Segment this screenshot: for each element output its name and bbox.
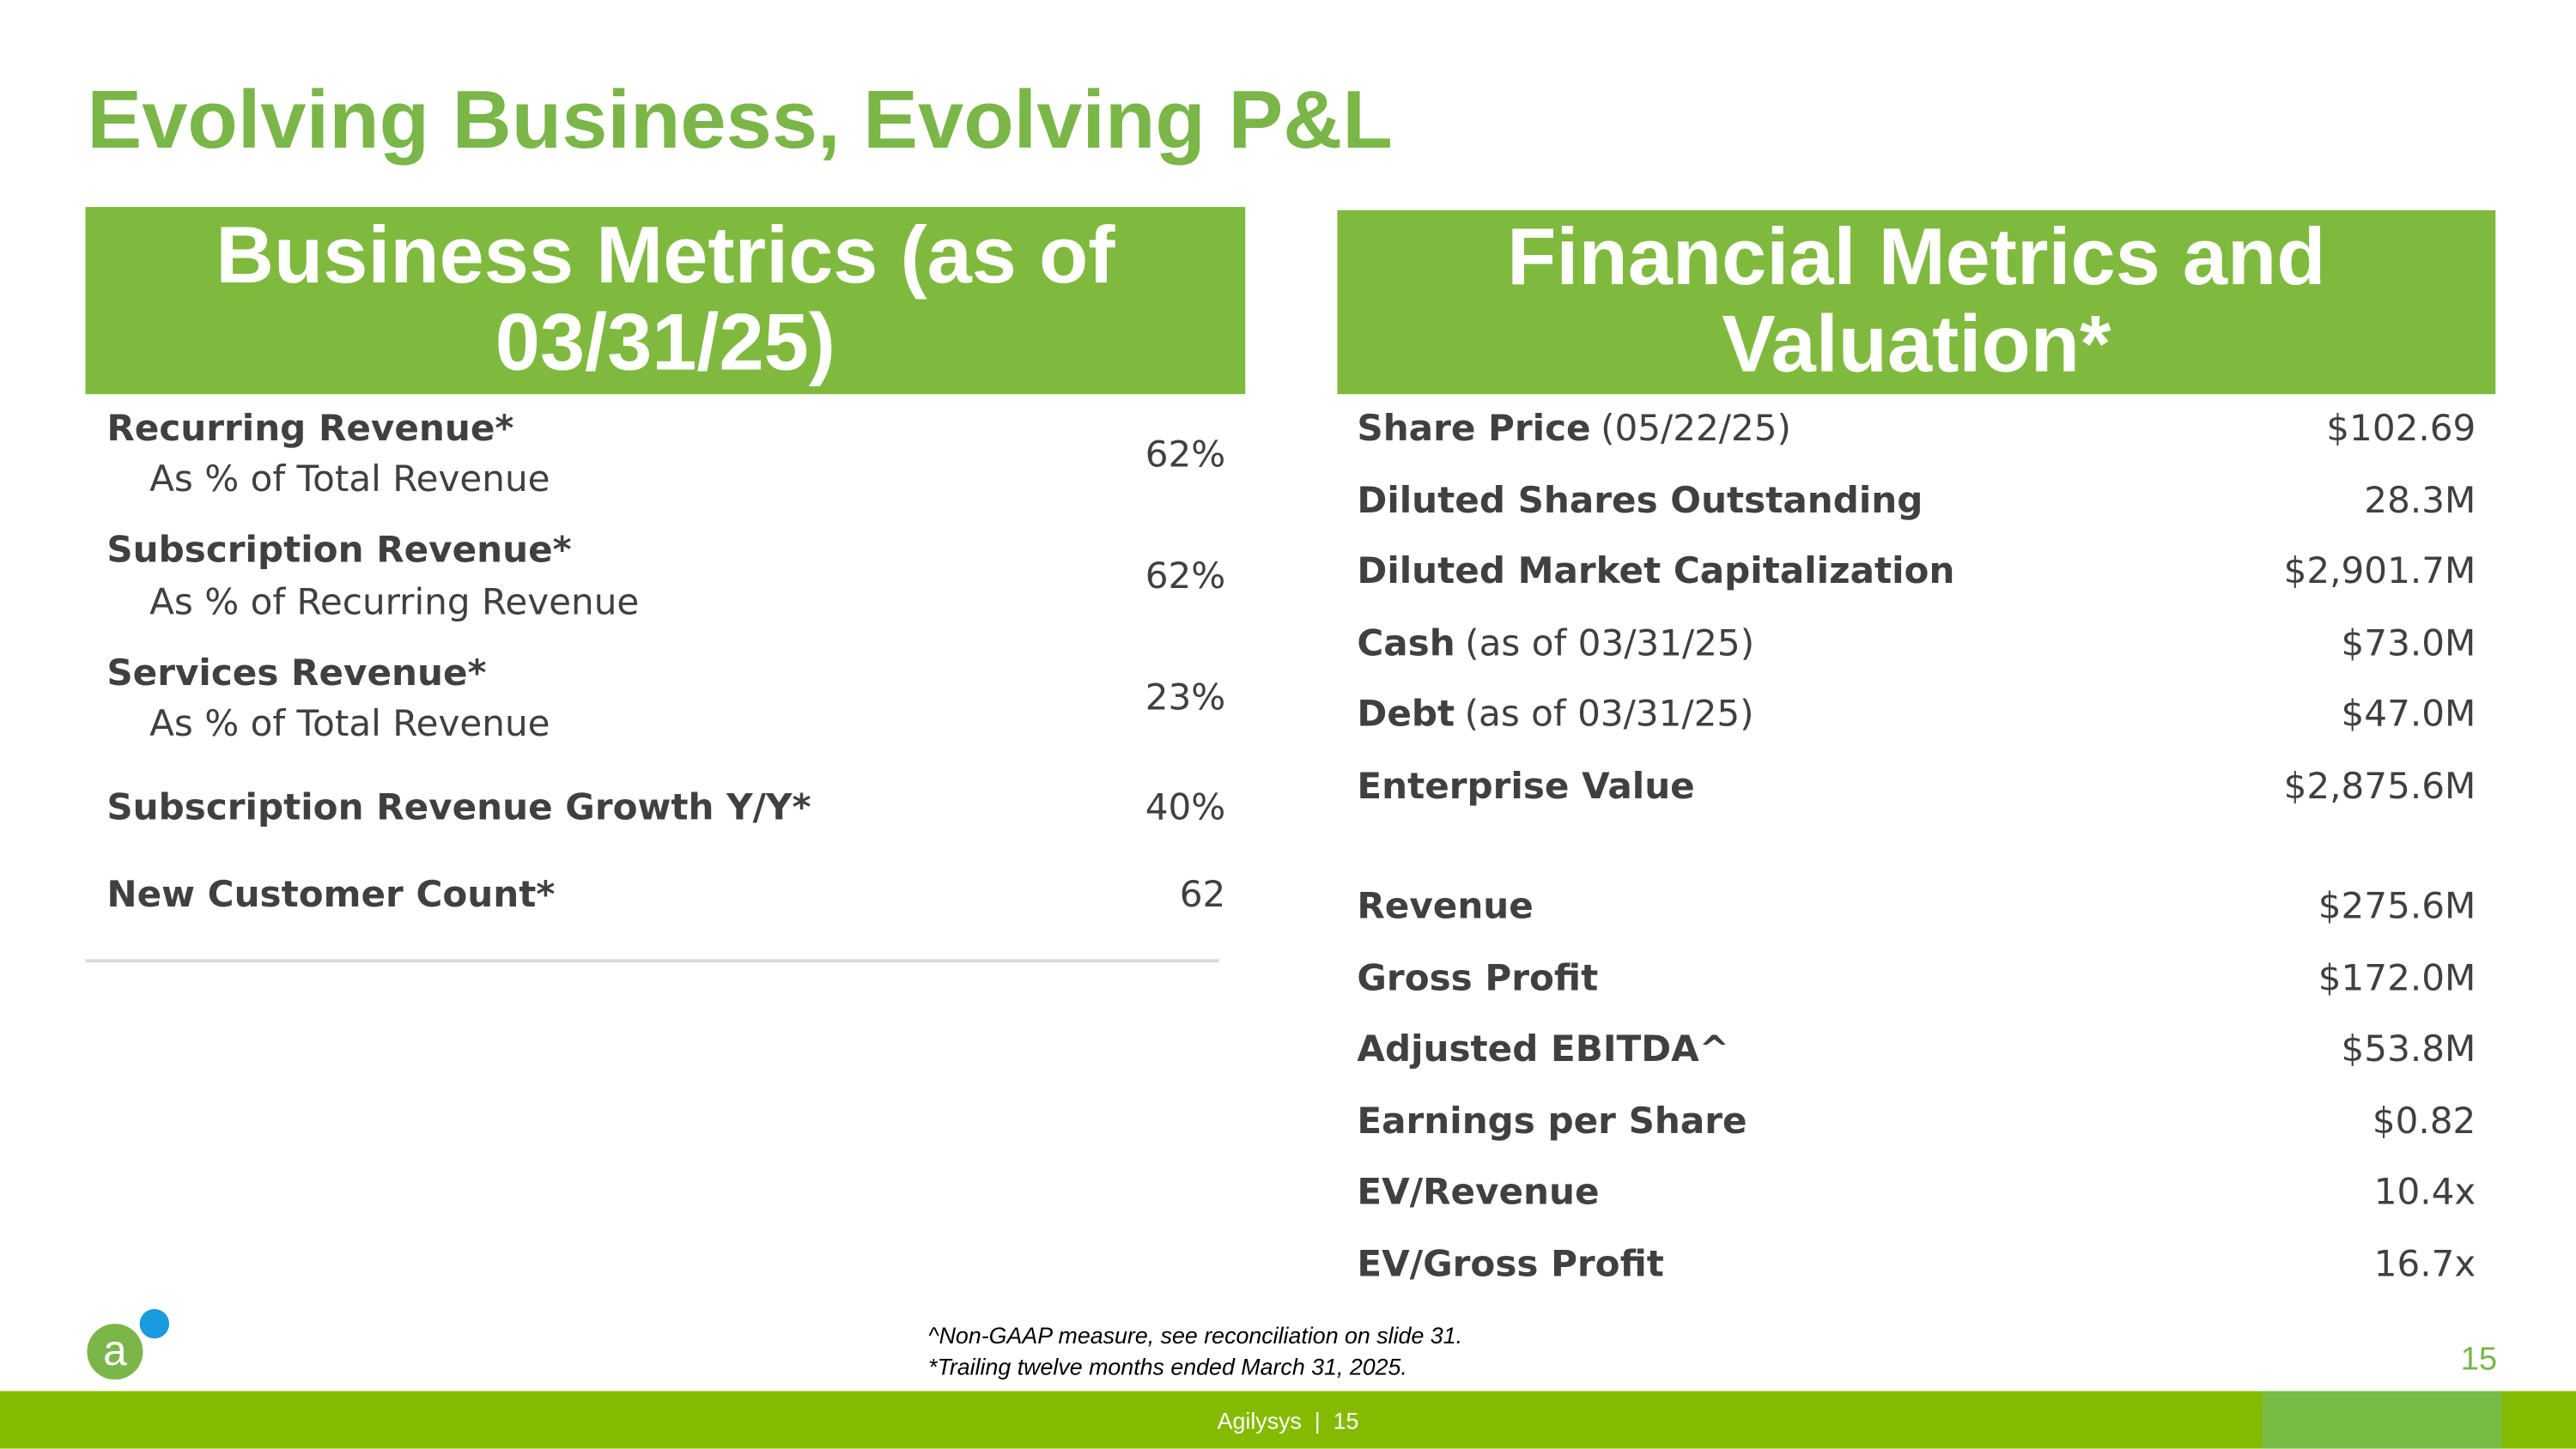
metric-label: EV/Gross Profit (1357, 1245, 1664, 1287)
section-header: Financial Metrics and Valuation* (1337, 209, 2496, 395)
metric-label: New Customer Count* (106, 875, 556, 917)
metric-label: Diluted Shares Outstanding (1357, 481, 1923, 523)
metric-sublabel: As % of Total Revenue (149, 459, 550, 501)
metric-label: Recurring Revenue* (106, 409, 514, 451)
footer-bar (0, 1391, 2576, 1449)
metric-value: $53.8M (2341, 1029, 2476, 1071)
metric-value: 23% (1145, 678, 1226, 720)
metric-label-text: Share Price (1357, 409, 1591, 451)
footer-text: Agilysys | 15 (1217, 1407, 1359, 1434)
footnote: *Trailing twelve months ended March 31, … (928, 1353, 1407, 1380)
metric-value: 62% (1145, 435, 1226, 476)
footnote: ^Non-GAAP measure, see reconciliation on… (928, 1322, 1463, 1349)
metric-label: Share Price (05/22/25) (1357, 409, 1791, 450)
separator (85, 959, 1219, 963)
metric-value: $0.82 (2372, 1101, 2476, 1143)
metric-label-text: Cash (1357, 624, 1455, 665)
metric-label: Gross Profit (1357, 959, 1599, 1001)
metric-note: (05/22/25) (1601, 409, 1791, 451)
footer-block (2262, 1391, 2502, 1449)
metric-value: 28.3M (2364, 481, 2476, 523)
metric-value: $2,875.6M (2283, 767, 2476, 809)
metric-label: Earnings per Share (1357, 1101, 1747, 1143)
metric-label: Diluted Market Capitalization (1357, 551, 1955, 593)
metric-label: Subscription Revenue Growth Y/Y* (106, 788, 811, 830)
page-number: 15 (2460, 1342, 2498, 1379)
metric-label-text: Debt (1357, 694, 1455, 737)
metric-label: EV/Revenue (1357, 1173, 1600, 1214)
metric-value: 10.4x (2373, 1173, 2476, 1214)
metric-label: Cash (as of 03/31/25) (1357, 624, 1754, 665)
metric-note: (as of 03/31/25) (1464, 694, 1754, 737)
metric-value: $73.0M (2341, 624, 2476, 665)
svg-text:a: a (103, 1326, 127, 1374)
logo: a (87, 1308, 170, 1380)
metric-label: Enterprise Value (1357, 767, 1695, 809)
metric-sublabel: As % of Total Revenue (149, 704, 550, 746)
metric-value: 62 (1179, 875, 1226, 917)
metric-value: $2,901.7M (2283, 551, 2476, 593)
metric-value: $172.0M (2318, 959, 2476, 1001)
metric-label: Services Revenue* (106, 653, 487, 695)
section-header: Business Metrics (as of 03/31/25) (85, 207, 1246, 395)
metric-sublabel: As % of Recurring Revenue (149, 583, 640, 625)
metric-label: Debt (as of 03/31/25) (1357, 694, 1753, 736)
metric-value: $102.69 (2326, 409, 2476, 451)
metric-value: $275.6M (2318, 887, 2476, 929)
metric-label: Revenue (1357, 887, 1534, 929)
slide-title: Evolving Business, Evolving P&L (87, 74, 1393, 167)
metric-note: (as of 03/31/25) (1465, 624, 1755, 665)
metric-value: 16.7x (2373, 1245, 2476, 1287)
metric-label: Adjusted EBITDA^ (1357, 1029, 1730, 1071)
metric-label: Subscription Revenue* (106, 530, 572, 572)
metric-value: 40% (1145, 788, 1226, 830)
metric-value: 62% (1145, 556, 1226, 598)
metric-value: $47.0M (2341, 694, 2476, 737)
